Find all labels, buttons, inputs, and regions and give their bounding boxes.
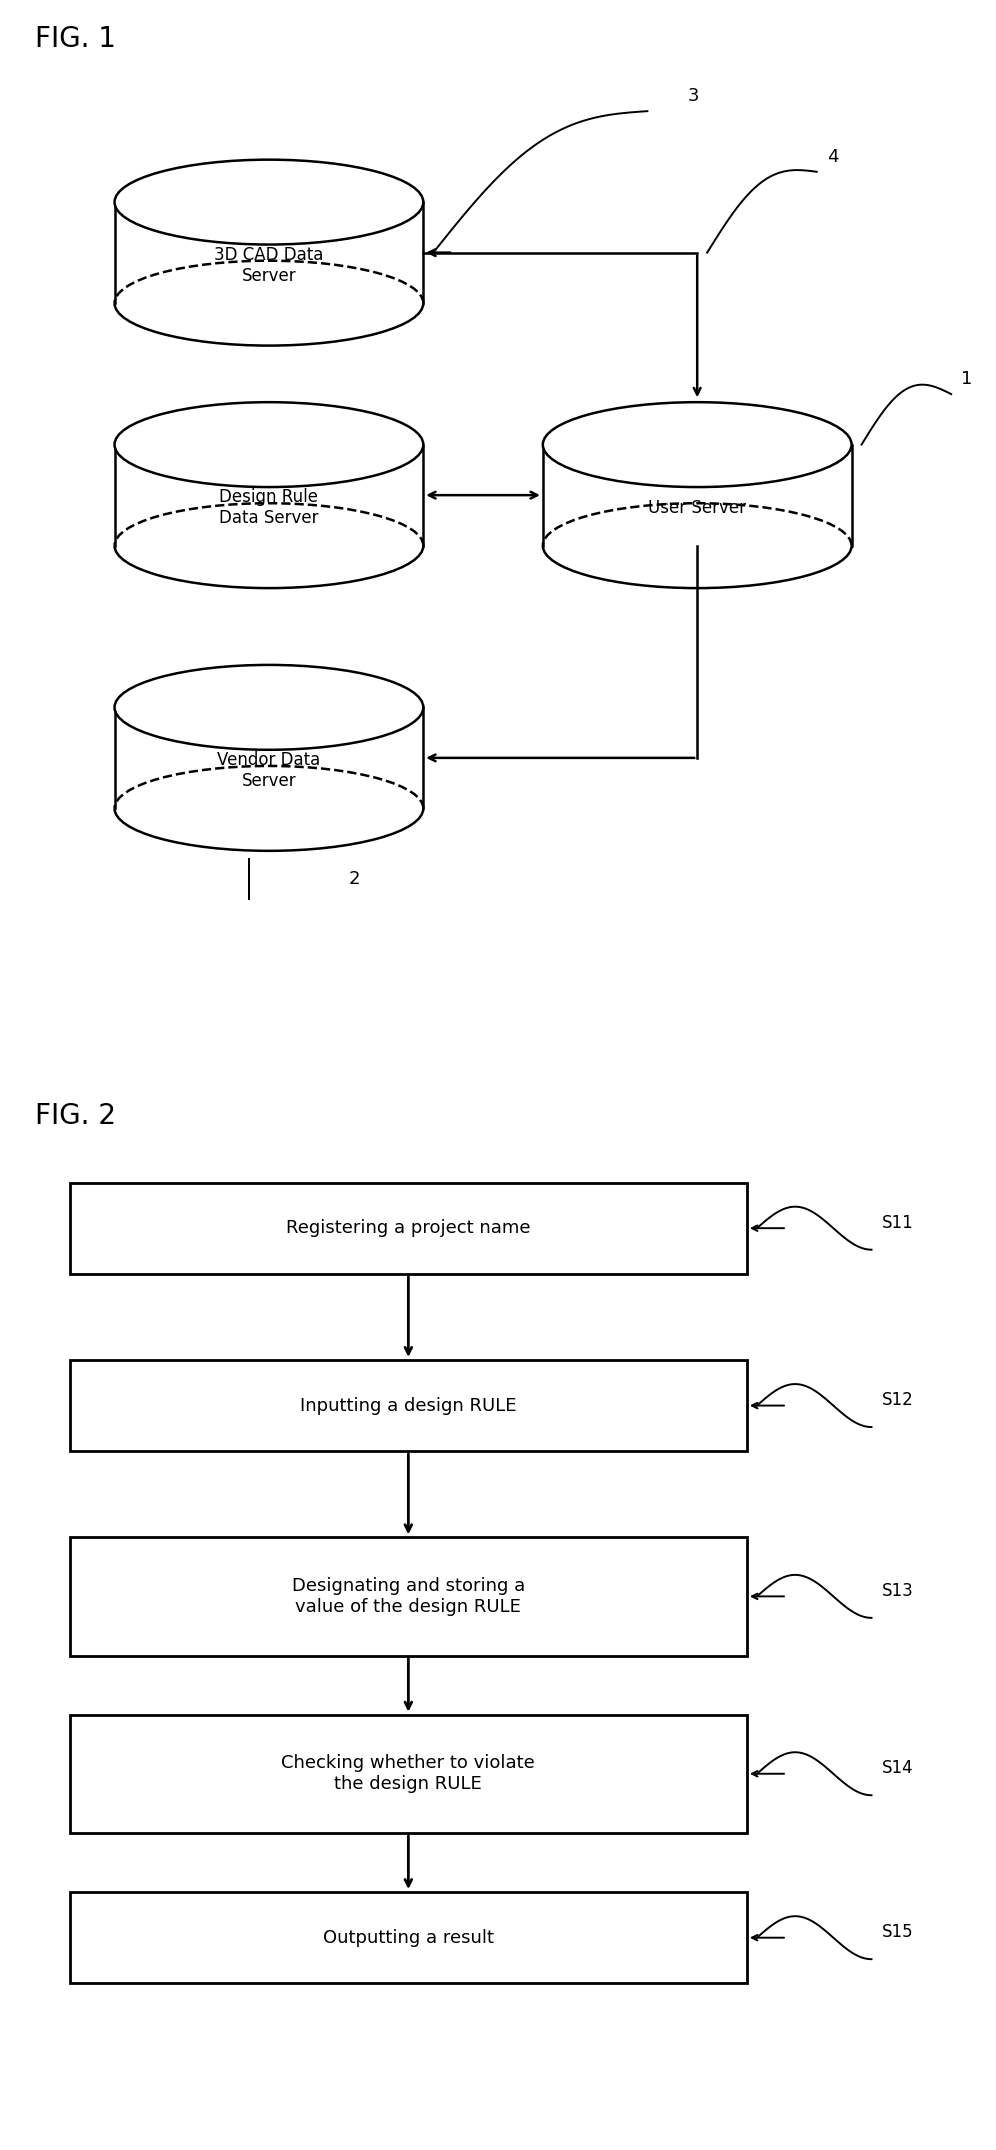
Bar bbox=[70, 1892, 747, 1982]
Text: Vendor Data
Server: Vendor Data Server bbox=[217, 750, 321, 789]
Bar bbox=[115, 445, 423, 546]
Bar bbox=[543, 445, 852, 546]
Text: 3: 3 bbox=[687, 86, 699, 105]
Text: Design Rule
Data Server: Design Rule Data Server bbox=[219, 488, 319, 527]
Text: Designating and storing a
value of the design RULE: Designating and storing a value of the d… bbox=[292, 1576, 525, 1617]
Bar bbox=[70, 1182, 747, 1273]
Bar bbox=[70, 1361, 747, 1451]
Bar bbox=[115, 202, 423, 303]
Ellipse shape bbox=[115, 159, 423, 245]
Ellipse shape bbox=[115, 402, 423, 488]
Bar bbox=[70, 1537, 747, 1656]
Ellipse shape bbox=[543, 402, 852, 488]
Text: FIG. 1: FIG. 1 bbox=[35, 26, 116, 54]
Text: User Server: User Server bbox=[648, 499, 746, 516]
Text: Registering a project name: Registering a project name bbox=[286, 1219, 531, 1236]
Text: Inputting a design RULE: Inputting a design RULE bbox=[300, 1398, 517, 1415]
Text: Outputting a result: Outputting a result bbox=[323, 1929, 494, 1946]
Text: 4: 4 bbox=[827, 148, 839, 166]
Text: 2: 2 bbox=[349, 871, 361, 888]
Text: FIG. 2: FIG. 2 bbox=[35, 1101, 116, 1131]
Text: 1: 1 bbox=[961, 370, 972, 387]
Bar bbox=[70, 1716, 747, 1832]
Text: S15: S15 bbox=[881, 1924, 913, 1941]
Text: S12: S12 bbox=[881, 1391, 913, 1408]
Bar bbox=[115, 707, 423, 808]
Text: S14: S14 bbox=[881, 1759, 913, 1778]
Text: Checking whether to violate
the design RULE: Checking whether to violate the design R… bbox=[282, 1754, 535, 1793]
Text: S13: S13 bbox=[881, 1582, 913, 1600]
Ellipse shape bbox=[115, 664, 423, 750]
Text: S11: S11 bbox=[881, 1215, 913, 1232]
Text: 3D CAD Data
Server: 3D CAD Data Server bbox=[214, 245, 324, 284]
